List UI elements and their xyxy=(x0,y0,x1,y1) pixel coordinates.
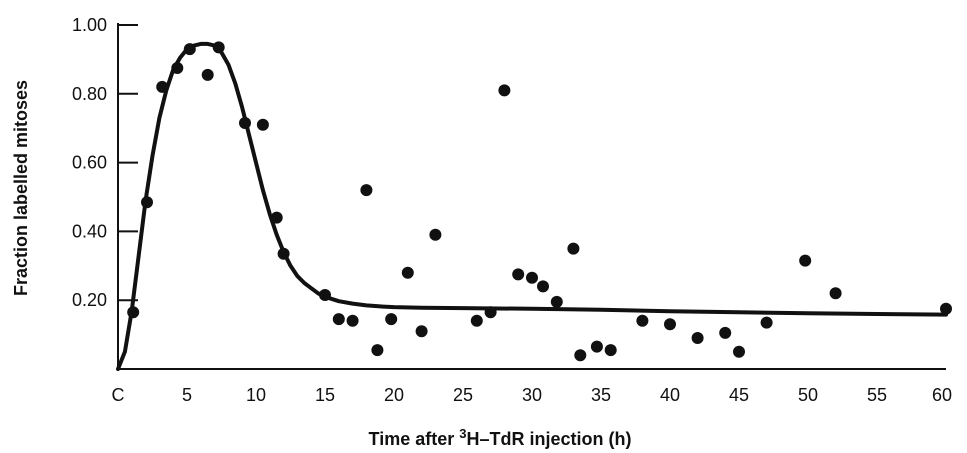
data-point xyxy=(537,280,549,293)
data-point xyxy=(760,316,773,329)
data-point xyxy=(212,41,225,54)
data-point xyxy=(484,306,497,319)
data-point xyxy=(319,289,331,301)
data-point xyxy=(574,349,587,362)
x-tick-label: 35 xyxy=(591,385,611,405)
y-ticks: 0.20 0.40 0.60 0.80 1.00 xyxy=(72,15,138,310)
data-point xyxy=(664,318,676,331)
y-axis-label: Fraction labelled mitoses xyxy=(11,80,31,296)
data-point xyxy=(346,314,359,327)
data-point xyxy=(371,344,384,357)
x-tick-label: 55 xyxy=(867,385,887,405)
data-point xyxy=(156,80,169,93)
data-point xyxy=(590,340,603,353)
data-point xyxy=(127,306,140,319)
data-point xyxy=(829,287,842,300)
x-tick-label: 50 xyxy=(798,385,818,405)
data-point xyxy=(415,325,428,338)
data-point xyxy=(799,254,812,267)
data-point xyxy=(691,332,704,344)
data-point xyxy=(401,266,414,279)
x-ticks: C 5 10 15 20 25 30 35 40 45 50 55 60 xyxy=(112,385,953,405)
y-tick-label: 0.80 xyxy=(72,84,107,104)
data-point xyxy=(270,211,283,224)
data-point xyxy=(719,326,732,339)
data-point xyxy=(360,184,373,197)
data-point xyxy=(183,43,196,56)
data-point xyxy=(256,118,269,131)
data-point xyxy=(332,313,345,326)
fitted-curve xyxy=(116,41,948,371)
y-tick-label: 1.00 xyxy=(72,15,107,35)
data-point xyxy=(512,268,525,281)
x-axis-label: Time after 3H–TdR injection (h) xyxy=(369,426,632,449)
x-tick-label: C xyxy=(112,385,125,405)
data-point xyxy=(940,302,952,315)
y-tick-label: 0.40 xyxy=(72,221,107,241)
x-axis-label-part: Time after xyxy=(369,429,460,449)
x-axis-label-superscript: 3 xyxy=(459,426,466,441)
y-tick-label: 0.20 xyxy=(72,290,107,310)
x-tick-label: 30 xyxy=(522,385,542,405)
x-tick-label: 15 xyxy=(315,385,335,405)
data-point xyxy=(733,345,745,358)
data-point xyxy=(277,247,290,260)
data-point xyxy=(550,295,563,308)
data-point xyxy=(636,314,649,327)
x-tick-label: 10 xyxy=(246,385,266,405)
data-points xyxy=(127,41,952,362)
data-point xyxy=(498,84,511,97)
y-tick-label: 0.60 xyxy=(72,153,107,173)
x-tick-label: 60 xyxy=(932,385,952,405)
x-tick-label: 40 xyxy=(660,385,680,405)
x-tick-label: 45 xyxy=(729,385,749,405)
x-tick-label: 5 xyxy=(182,385,192,405)
data-point xyxy=(171,62,184,74)
axes xyxy=(117,23,946,370)
data-point xyxy=(567,242,580,255)
data-point xyxy=(201,68,214,81)
data-point xyxy=(239,117,251,129)
x-tick-label: 20 xyxy=(384,385,404,405)
x-tick-label: 25 xyxy=(453,385,473,405)
data-point xyxy=(470,314,483,327)
x-axis-label-part: H–TdR injection (h) xyxy=(466,429,631,449)
data-point xyxy=(604,344,617,357)
data-point xyxy=(429,228,442,241)
data-point xyxy=(526,271,538,284)
data-point xyxy=(141,196,153,209)
data-point xyxy=(385,313,398,326)
